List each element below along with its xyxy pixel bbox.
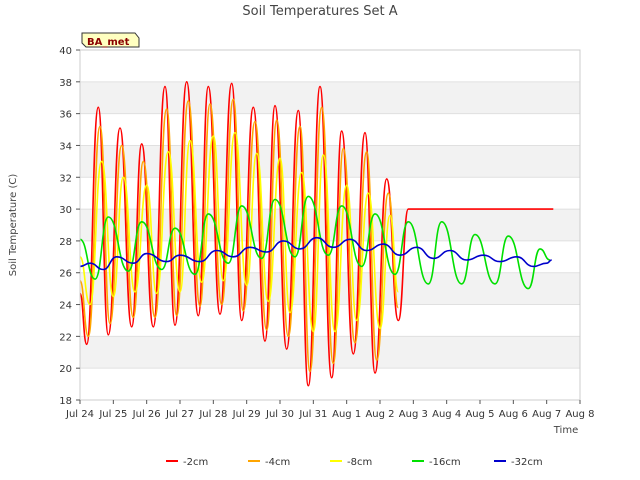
grid-band: [80, 81, 580, 114]
x-tick-label: Jul 24: [65, 409, 94, 420]
grid-band: [80, 209, 580, 241]
x-axis-label: Time: [553, 425, 578, 436]
y-tick-label: 38: [59, 78, 72, 89]
y-tick-label: 24: [59, 301, 72, 312]
x-tick-label: Aug 3: [399, 409, 428, 420]
y-tick-label: 40: [59, 46, 72, 57]
y-tick-label: 28: [59, 237, 72, 248]
x-axis-ticks: Jul 24 Jul 25 Jul 26 Jul 27 Jul 28 Jul 29 Jul …: [65, 400, 595, 420]
y-tick-label: 30: [59, 205, 72, 216]
x-tick-label: Aug 2: [365, 409, 394, 420]
x-tick-label: Aug 6: [499, 409, 528, 420]
x-tick-label: Aug 5: [465, 409, 494, 420]
legend-label: -2cm: [183, 457, 208, 468]
chart-title: Soil Temperatures Set A: [242, 4, 397, 19]
grid-band: [80, 50, 580, 82]
legend-label: -8cm: [347, 457, 372, 468]
series-group: [79, 81, 554, 387]
series-line-16cm: [79, 195, 551, 290]
badge-text: BA_met: [87, 37, 130, 48]
y-tick-label: 36: [59, 110, 72, 121]
grid-band: [80, 368, 580, 400]
x-tick-label: Jul 27: [165, 409, 194, 420]
x-tick-label: Aug 1: [332, 409, 361, 420]
x-tick-label: Jul 26: [132, 409, 161, 420]
y-axis-label: Soil Temperature (C): [8, 174, 19, 277]
x-tick-label: Aug 7: [532, 409, 561, 420]
y-tick-label: 18: [59, 396, 72, 407]
x-tick-label: Jul 28: [198, 409, 227, 420]
x-tick-label: Jul 29: [232, 409, 261, 420]
grid-band: [80, 113, 580, 146]
y-tick-label: 20: [59, 364, 72, 375]
series-line-2cm: [79, 81, 554, 387]
station-badge: BA_met: [81, 32, 140, 48]
x-tick-label: Jul 30: [265, 409, 294, 420]
plot-frame: [79, 49, 581, 401]
y-axis-ticks: 18 20 22 24 26 28 30 32 34 36 38 40: [59, 46, 80, 407]
y-tick-label: 26: [59, 269, 72, 280]
grid-band: [80, 145, 580, 178]
y-tick-label: 34: [59, 141, 72, 152]
x-tick-label: Aug 8: [565, 409, 594, 420]
legend-label: -4cm: [265, 457, 290, 468]
legend: -2cm -4cm -8cm -16cm -32cm: [166, 457, 543, 468]
legend-label: -32cm: [511, 457, 543, 468]
y-tick-label: 32: [59, 173, 72, 184]
series-line-32cm: [79, 236, 552, 271]
y-tick-label: 22: [59, 332, 72, 343]
plot-area: [80, 50, 580, 400]
grid-band: [80, 177, 580, 210]
x-tick-label: Jul 25: [98, 409, 127, 420]
legend-label: -16cm: [429, 457, 461, 468]
badge-box: [81, 32, 140, 48]
series-line-8cm: [79, 131, 400, 333]
x-tick-label: Aug 4: [432, 409, 461, 420]
x-tick-label: Jul 31: [298, 409, 327, 420]
